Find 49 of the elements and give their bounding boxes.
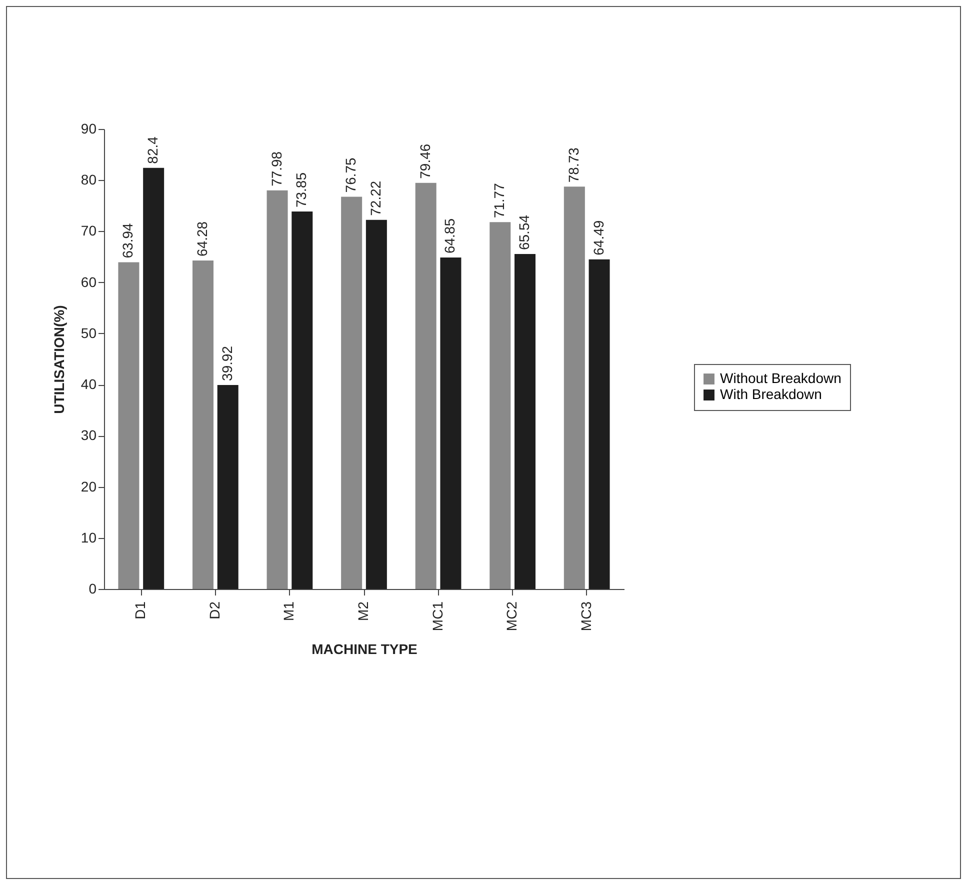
bar bbox=[266, 190, 288, 589]
x-axis-title: MACHINE TYPE bbox=[312, 641, 418, 658]
legend-label: Without Breakdown bbox=[720, 370, 842, 386]
data-label: 82.4 bbox=[144, 136, 161, 164]
data-label: 64.85 bbox=[442, 218, 458, 254]
x-tick-label: D1 bbox=[132, 601, 148, 620]
bar bbox=[588, 259, 610, 589]
x-tick-label: D2 bbox=[206, 601, 222, 620]
y-tick-label: 80 bbox=[80, 172, 97, 188]
data-label: 77.98 bbox=[268, 151, 284, 186]
y-tick-label: 10 bbox=[80, 529, 97, 546]
y-tick-label: 40 bbox=[80, 376, 97, 392]
bar bbox=[366, 220, 387, 589]
y-axis-title: UTILISATION(%) bbox=[50, 305, 67, 414]
bar bbox=[192, 260, 214, 589]
data-label: 73.85 bbox=[293, 172, 310, 208]
x-tick-label: MC1 bbox=[429, 601, 446, 632]
y-tick-label: 70 bbox=[80, 222, 97, 239]
x-tick-label: M1 bbox=[280, 601, 297, 621]
x-tick-label: M2 bbox=[355, 601, 371, 621]
bar bbox=[415, 182, 436, 589]
bar bbox=[514, 254, 536, 589]
bar bbox=[118, 262, 140, 589]
x-tick-label: MC3 bbox=[578, 601, 594, 632]
data-label: 71.77 bbox=[491, 182, 508, 218]
data-label: 64.49 bbox=[590, 220, 606, 256]
data-label: 39.92 bbox=[218, 346, 235, 381]
bar bbox=[341, 196, 362, 589]
y-tick-label: 20 bbox=[80, 478, 97, 494]
bar bbox=[440, 258, 462, 589]
data-label: 64.28 bbox=[194, 221, 210, 256]
bar bbox=[490, 222, 511, 589]
y-tick-label: 50 bbox=[80, 324, 97, 341]
data-label: 72.22 bbox=[367, 180, 384, 216]
data-label: 78.73 bbox=[565, 147, 582, 183]
data-label: 79.46 bbox=[416, 144, 433, 179]
y-tick-label: 90 bbox=[80, 120, 97, 136]
y-tick-label: 60 bbox=[80, 274, 97, 290]
bar bbox=[564, 186, 585, 589]
bar bbox=[143, 168, 164, 589]
y-tick-label: 0 bbox=[88, 580, 97, 596]
data-label: 65.54 bbox=[516, 214, 532, 250]
data-label: 76.75 bbox=[342, 157, 359, 193]
y-tick-label: 30 bbox=[80, 427, 97, 444]
x-tick-label: MC2 bbox=[504, 601, 520, 632]
bar bbox=[292, 212, 313, 589]
data-label: 63.94 bbox=[120, 222, 136, 258]
bar bbox=[217, 384, 238, 589]
legend-label: With Breakdown bbox=[720, 386, 822, 402]
